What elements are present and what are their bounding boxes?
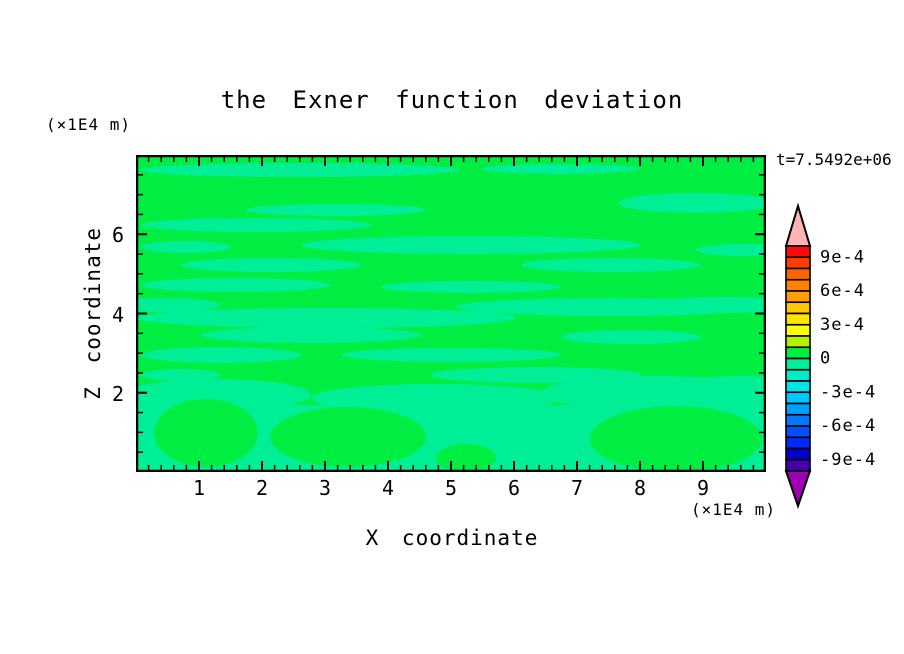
y-axis-title-text: Z coordinate: [81, 227, 105, 400]
y-tick-label: 2: [111, 381, 124, 406]
field-positive-patches: [154, 399, 762, 472]
x-tick-label: 1: [192, 476, 206, 500]
colorbar-over-arrow: [784, 202, 812, 247]
colorbar-segment: [785, 335, 811, 349]
colorbar-label: 0: [820, 349, 831, 369]
colorbar-segment: [785, 245, 811, 259]
plot-border: [135, 154, 767, 473]
colorbar-label: 6e-4: [820, 281, 865, 301]
colorbar-label: 3e-4: [820, 315, 865, 335]
x-tick-label: 7: [570, 476, 584, 500]
colorbar-label: 9e-4: [820, 247, 865, 267]
x-tick-label: 3: [318, 476, 332, 500]
colorbar-label: -9e-4: [820, 450, 876, 470]
x-tick-label: 8: [633, 476, 647, 500]
colorbar-segment: [785, 323, 811, 337]
x-axis-unit-label: (×1E4 m): [690, 500, 776, 519]
colorbar-label: -3e-4: [820, 382, 876, 402]
timestamp-label: t=7.5492e+06: [776, 150, 892, 169]
colorbar-segment: [785, 402, 811, 416]
plot-area: [101, 154, 816, 473]
axis-ticks: [138, 157, 764, 470]
colorbar-segment: [785, 413, 811, 427]
colorbar-segment: [785, 256, 811, 270]
x-tick-label: 5: [444, 476, 458, 500]
colorbar-segment: [785, 301, 811, 315]
colorbar-segment: [785, 391, 811, 405]
colorbar-segment: [785, 425, 811, 439]
colorbar-segment: [785, 436, 811, 450]
colorbar-segment: [785, 380, 811, 394]
x-tick-label: 4: [381, 476, 395, 500]
colorbar-segment: [785, 278, 811, 292]
y-tick-label: 4: [111, 302, 124, 327]
colorbar-label: -6e-4: [820, 416, 876, 436]
y-axis-unit-label: (×1E4 m): [46, 115, 132, 134]
y-axis-title: Z coordinate: [77, 155, 109, 472]
y-tick-label: 6: [111, 223, 124, 248]
x-tick-label: 9: [696, 476, 710, 500]
colorbar-segment: [785, 290, 811, 304]
colorbar-segment: [785, 346, 811, 360]
plot-title: the Exner function deviation: [220, 86, 684, 114]
x-tick-label: 2: [255, 476, 269, 500]
colorbar-segment: [785, 447, 811, 461]
x-axis-title: X coordinate: [365, 526, 539, 550]
colorbar-segment: [785, 357, 811, 371]
colorbar-segment: [785, 267, 811, 281]
contour-field-svg: [101, 154, 816, 473]
colorbar-segment: [785, 458, 811, 472]
colorbar-segment: [785, 368, 811, 382]
x-tick-label: 6: [507, 476, 521, 500]
colorbar: 9e-4 6e-4 3e-4 0 -3e-4 -6e-4 -9e-4: [784, 202, 876, 510]
colorbar-segment: [785, 312, 811, 326]
colorbar-under-arrow: [784, 470, 812, 510]
